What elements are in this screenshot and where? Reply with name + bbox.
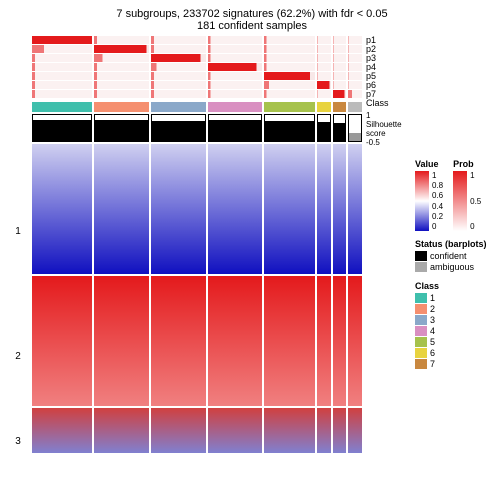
class-label: Class — [366, 99, 411, 111]
silhouette-track — [32, 114, 362, 142]
row-group-label: 3 — [8, 416, 28, 466]
status-legend: Status (barplots) confidentambiguous — [415, 239, 487, 273]
row-group-label: 2 — [8, 296, 28, 416]
row-group-axis: 1 2 3 — [8, 36, 28, 466]
prob-ticks: 10.50 — [470, 171, 481, 231]
class-legend: Class 1234567 — [415, 281, 504, 370]
title-line-2: 181 confident samples — [8, 20, 496, 32]
row-group-label: 1 — [8, 166, 28, 296]
silhouette-axis: 1 Silhouette score -0.5 — [366, 111, 411, 139]
probability-tracks — [32, 36, 362, 98]
heatmap — [32, 144, 362, 453]
prob-legend: Prob 10.50 — [453, 159, 481, 231]
title-line-1: 7 subgroups, 233702 signatures (62.2%) w… — [8, 8, 496, 20]
track-labels: p1 p2 p3 p4 p5 p6 p7 Class 1 Silhouette … — [366, 36, 411, 466]
value-colorbar — [415, 171, 429, 231]
plot-area — [32, 36, 362, 466]
prob-colorbar — [453, 171, 467, 231]
legends: Value 10.80.60.40.20 Prob 10.50 Status (… — [415, 36, 504, 466]
value-ticks: 10.80.60.40.20 — [432, 171, 443, 231]
class-track — [32, 102, 362, 112]
value-legend: Value 10.80.60.40.20 — [415, 159, 443, 231]
